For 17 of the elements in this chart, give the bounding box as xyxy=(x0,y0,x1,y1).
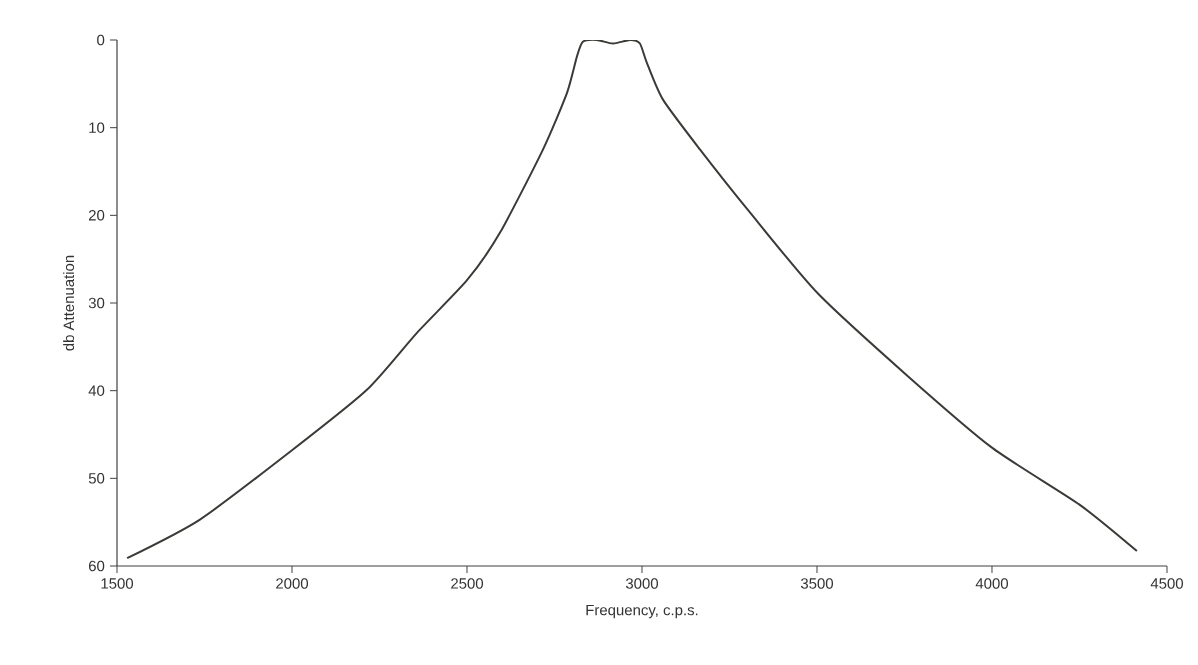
line-series xyxy=(126,40,1138,560)
x-tick-label: 3500 xyxy=(800,578,834,589)
y-tick-label: 30 xyxy=(88,297,105,309)
x-tick-label: 4000 xyxy=(975,578,1009,589)
y-axis-title: db Attenuation xyxy=(63,255,75,351)
y-tick-label: 10 xyxy=(89,122,105,133)
y-tick-label: 0 xyxy=(97,34,105,46)
x-tick-label: 3000 xyxy=(625,578,659,589)
y-tick-label: 40 xyxy=(88,385,105,396)
y-tick-label: 20 xyxy=(88,210,105,221)
x-axis-title: Frequency, c.p.s. xyxy=(586,604,698,619)
x-tick-label: 4500 xyxy=(1150,578,1184,589)
x-tick-label: 2500 xyxy=(451,578,484,589)
x-tick-label: 1500 xyxy=(101,578,134,589)
y-tick-label: 50 xyxy=(88,473,105,484)
x-tick-label: 2000 xyxy=(276,578,309,589)
y-tick-label: 60 xyxy=(88,560,105,572)
